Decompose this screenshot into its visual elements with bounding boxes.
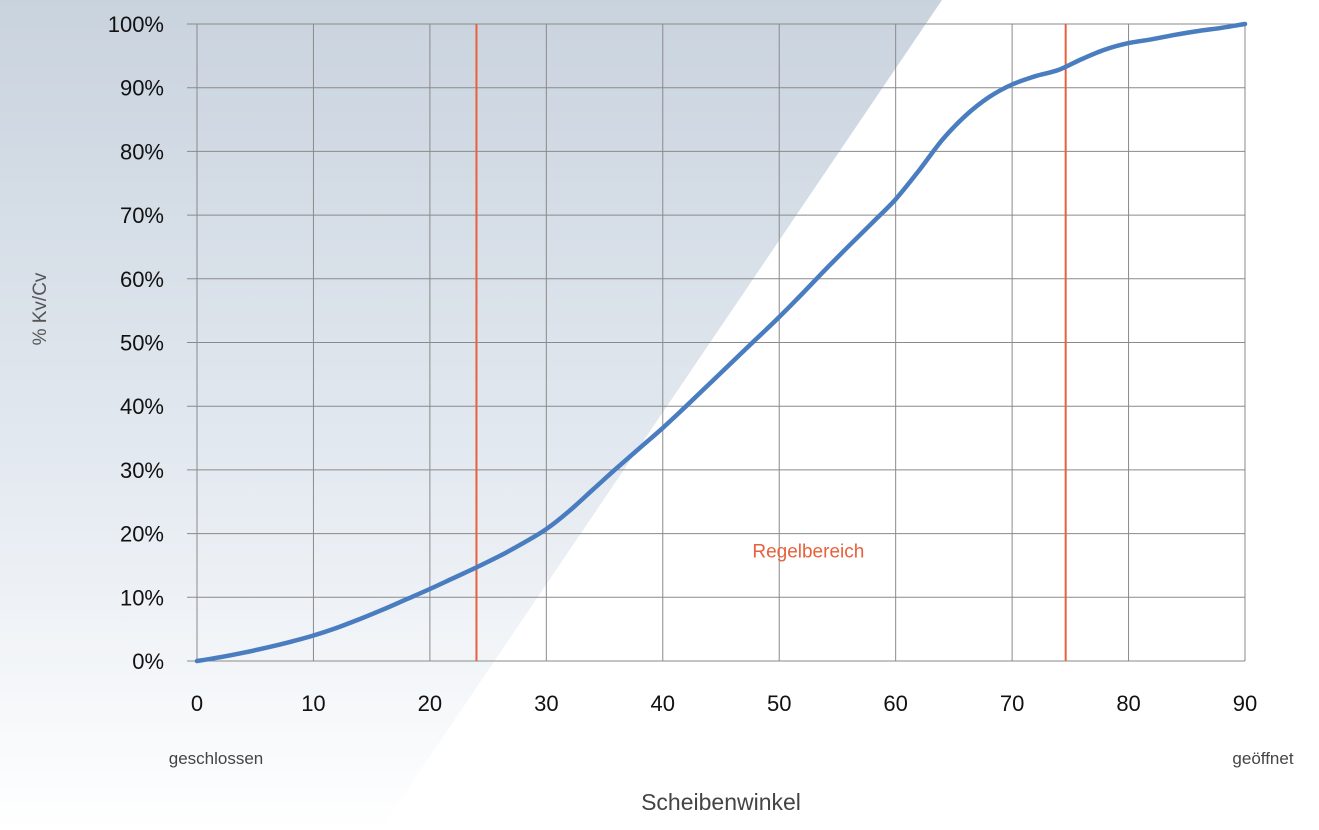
x-end-label: geöffnet bbox=[1232, 749, 1293, 768]
x-tick-label: 10 bbox=[301, 691, 325, 716]
x-tick-label: 20 bbox=[418, 691, 442, 716]
regelbereich-annotation: Regelbereich bbox=[752, 541, 864, 562]
series-layer bbox=[194, 21, 1248, 664]
y-tick-label: 40% bbox=[120, 394, 164, 419]
y-tick-label: 30% bbox=[120, 458, 164, 483]
x-start-label: geschlossen bbox=[169, 749, 264, 768]
y-tick-label: 100% bbox=[108, 12, 164, 37]
y-tick-label: 20% bbox=[120, 522, 164, 547]
y-tick-label: 80% bbox=[120, 139, 164, 164]
series-line bbox=[194, 21, 1248, 664]
y-axis-label: % Kv/Cv bbox=[30, 272, 51, 345]
x-tick-label: 50 bbox=[767, 691, 791, 716]
y-tick-label: 90% bbox=[120, 76, 164, 101]
y-tick-label: 70% bbox=[120, 203, 164, 228]
x-tick-label: 80 bbox=[1116, 691, 1140, 716]
grid bbox=[187, 23, 1246, 662]
y-tick-label: 60% bbox=[120, 267, 164, 292]
y-tick-label: 50% bbox=[120, 331, 164, 356]
x-tick-label: 60 bbox=[883, 691, 907, 716]
x-tick-label: 30 bbox=[534, 691, 558, 716]
annotations: Regelbereich bbox=[752, 541, 864, 562]
range-lines bbox=[475, 24, 1067, 661]
x-tick-label: 70 bbox=[1000, 691, 1024, 716]
x-axis-ticks: 0 10 20 30 40 50 60 70 80 90 bbox=[191, 691, 1257, 716]
x-tick-label: 40 bbox=[651, 691, 675, 716]
x-tick-label: 90 bbox=[1233, 691, 1257, 716]
y-axis-ticks: 0% 10% 20% 30% 40% 50% 60% 70% 80% 90% 100% bbox=[108, 12, 164, 674]
y-tick-label: 10% bbox=[120, 585, 164, 610]
y-tick-label: 0% bbox=[132, 649, 164, 674]
x-tick-label: 0 bbox=[191, 691, 203, 716]
x-axis-label: Scheibenwinkel bbox=[641, 789, 801, 815]
